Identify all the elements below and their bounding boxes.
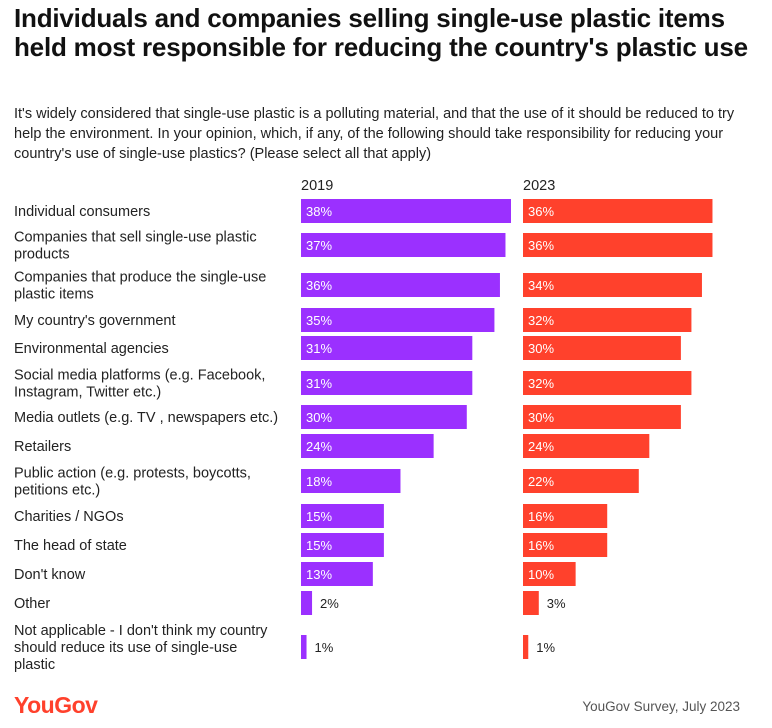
yougov-logo: YouGov <box>14 692 98 718</box>
data-label-2023: 3% <box>547 596 566 611</box>
bar-2019 <box>301 199 511 223</box>
bar-2023 <box>523 504 608 528</box>
bar-2023 <box>523 233 713 257</box>
category-label: Public action (e.g. protests, boycotts, p… <box>14 466 251 499</box>
data-label-2023: 16% <box>528 538 554 553</box>
category-label: My country's government <box>14 313 176 329</box>
category-label: Social media platforms (e.g. Facebook, In… <box>14 368 265 401</box>
data-label-2019: 2% <box>320 596 339 611</box>
bar-2023 <box>523 434 650 458</box>
data-label-2019: 13% <box>306 567 332 582</box>
bar-2019 <box>301 562 373 586</box>
data-label-2023: 30% <box>528 341 554 356</box>
series-header-2023: 2023 <box>523 178 555 194</box>
bar-2023 <box>523 635 529 659</box>
bar-2019 <box>301 533 384 557</box>
source-note: YouGov Survey, July 2023 <box>582 699 740 714</box>
bar-2023 <box>523 533 608 557</box>
bar-2019 <box>301 308 495 332</box>
category-label: Don't know <box>14 567 86 583</box>
category-label: Other <box>14 596 50 612</box>
category-label: Environmental agencies <box>14 341 169 357</box>
data-label-2023: 32% <box>528 313 554 328</box>
bar-2023 <box>523 371 692 395</box>
bar-2023 <box>523 336 681 360</box>
data-label-2023: 22% <box>528 474 554 489</box>
bar-2023 <box>523 308 692 332</box>
data-label-2023: 24% <box>528 439 554 454</box>
data-label-2019: 18% <box>306 474 332 489</box>
series-header-2019: 2019 <box>301 178 333 194</box>
data-label-2023: 30% <box>528 410 554 425</box>
chart-subtitle: It's widely considered that single-use p… <box>14 106 735 162</box>
category-label: Not applicable - I don't think my countr… <box>14 623 268 673</box>
data-label-2019: 36% <box>306 278 332 293</box>
data-label-2019: 30% <box>306 410 332 425</box>
bar-2019 <box>301 405 467 429</box>
data-label-2023: 10% <box>528 567 554 582</box>
bar-2019 <box>301 371 473 395</box>
data-label-2019: 15% <box>306 509 332 524</box>
chart-title: Individuals and companies selling single… <box>14 3 748 62</box>
bar-2023 <box>523 273 702 297</box>
data-label-2023: 16% <box>528 509 554 524</box>
bar-2019 <box>301 273 500 297</box>
category-label: The head of state <box>14 538 127 554</box>
bar-2023 <box>523 469 639 493</box>
category-label: Charities / NGOs <box>14 509 124 525</box>
bar-2019 <box>301 469 401 493</box>
data-label-2023: 36% <box>528 204 554 219</box>
bar-2023 <box>523 405 681 429</box>
bar-2019 <box>301 434 434 458</box>
data-label-2023: 1% <box>536 640 555 655</box>
data-label-2019: 35% <box>306 313 332 328</box>
data-label-2019: 37% <box>306 238 332 253</box>
data-label-2019: 24% <box>306 439 332 454</box>
data-label-2019: 1% <box>315 640 334 655</box>
data-label-2023: 32% <box>528 376 554 391</box>
category-label: Companies that produce the single-use pla… <box>14 270 266 303</box>
bar-2019 <box>301 233 506 257</box>
category-label: Individual consumers <box>14 204 150 220</box>
bar-chart: 2019 2023 Individual consumers Companies th… <box>14 178 713 673</box>
bar-2019 <box>301 635 307 659</box>
data-label-2023: 34% <box>528 278 554 293</box>
category-label: Retailers <box>14 439 71 455</box>
category-label: Companies that sell single-use plastic pr… <box>14 230 257 263</box>
bar-2023 <box>523 562 576 586</box>
bar-2019 <box>301 504 384 528</box>
bar-2023 <box>523 591 539 615</box>
bar-2019 <box>301 591 313 615</box>
bar-2019 <box>301 336 473 360</box>
data-label-2019: 15% <box>306 538 332 553</box>
data-label-2019: 31% <box>306 341 332 356</box>
data-label-2019: 31% <box>306 376 332 391</box>
bar-2023 <box>523 199 713 223</box>
category-label: Media outlets (e.g. TV , newspapers etc.… <box>14 410 278 426</box>
data-label-2023: 36% <box>528 238 554 253</box>
data-label-2019: 38% <box>306 204 332 219</box>
